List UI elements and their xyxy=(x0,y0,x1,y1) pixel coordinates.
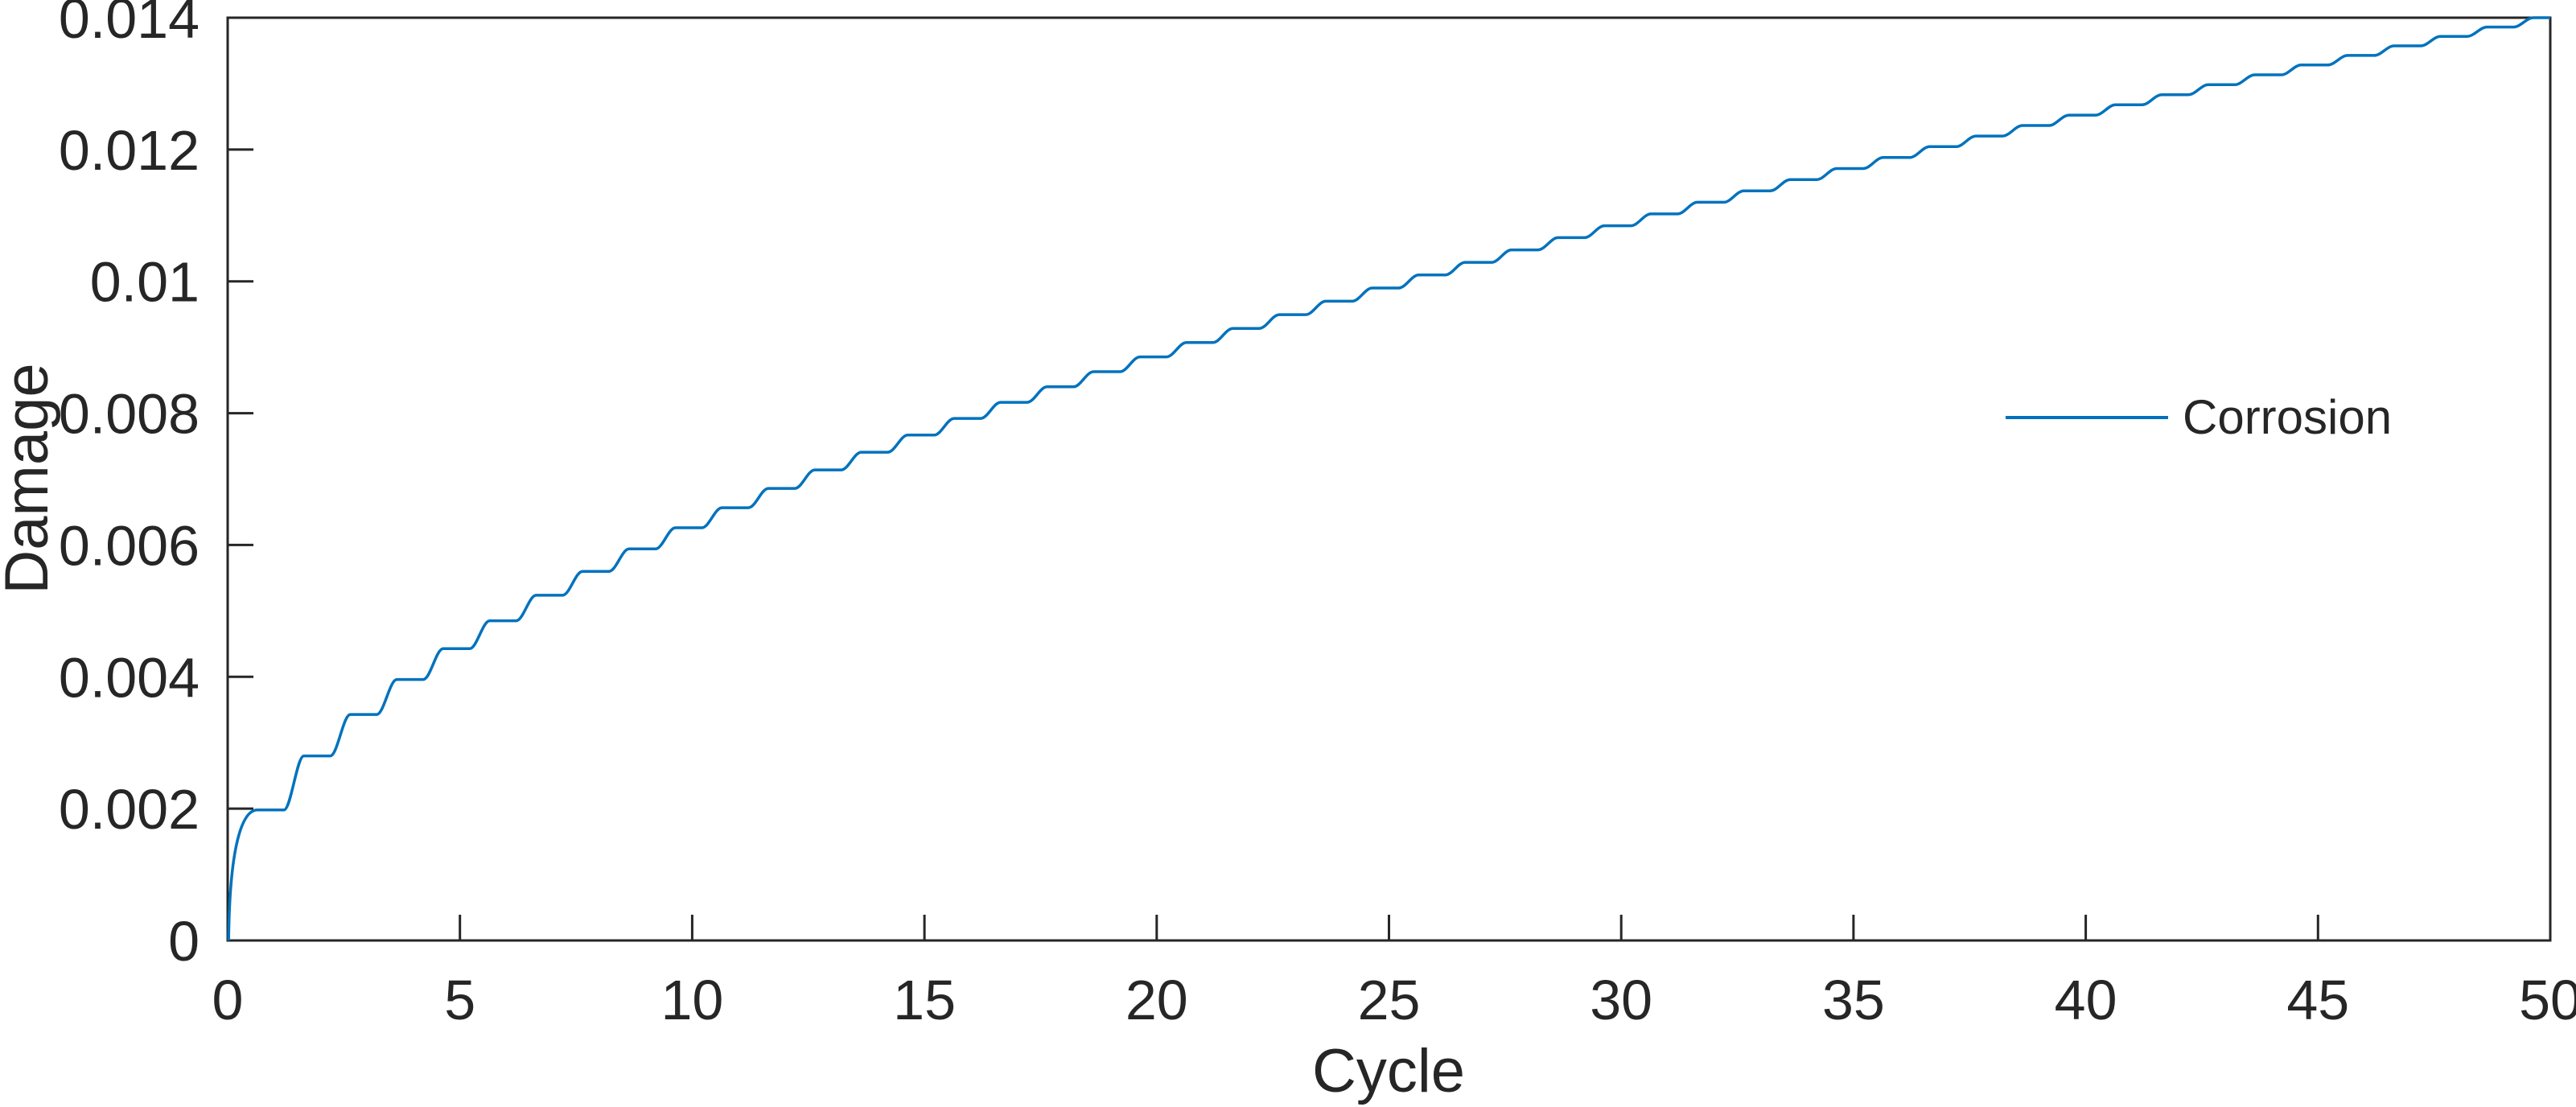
x-tick-label: 5 xyxy=(444,969,475,1031)
x-tick-label: 20 xyxy=(1125,969,1188,1031)
x-tick-label: 30 xyxy=(1590,969,1652,1031)
y-tick-label: 0.004 xyxy=(59,646,200,709)
y-tick-label: 0.012 xyxy=(59,119,200,182)
x-axis-label: Cycle xyxy=(1311,1037,1466,1105)
x-tick-label: 10 xyxy=(660,969,723,1031)
y-tick-label: 0.01 xyxy=(90,251,200,314)
x-tick-label: 40 xyxy=(2055,969,2117,1031)
x-tick-label: 45 xyxy=(2286,969,2349,1031)
legend-label-corrosion: Corrosion xyxy=(2183,390,2393,444)
x-tick-label: 25 xyxy=(1358,969,1421,1031)
y-tick-label: 0.002 xyxy=(59,778,200,841)
legend-line-swatch xyxy=(2006,416,2168,419)
x-tick-label: 15 xyxy=(893,969,956,1031)
corrosion-damage-curve xyxy=(227,16,2550,941)
legend: Corrosion xyxy=(2006,393,2392,442)
axes-frame xyxy=(226,16,2552,942)
x-tick-label: 50 xyxy=(2519,969,2576,1031)
x-tick-label: 35 xyxy=(1822,969,1885,1031)
y-tick-label: 0.006 xyxy=(59,514,200,577)
y-tick-label: 0 xyxy=(168,910,200,973)
y-tick-label: 0.014 xyxy=(59,0,200,50)
y-axis-label: Damage xyxy=(0,363,61,595)
x-tick-label: 0 xyxy=(212,969,244,1031)
y-tick-label: 0.008 xyxy=(59,383,200,446)
